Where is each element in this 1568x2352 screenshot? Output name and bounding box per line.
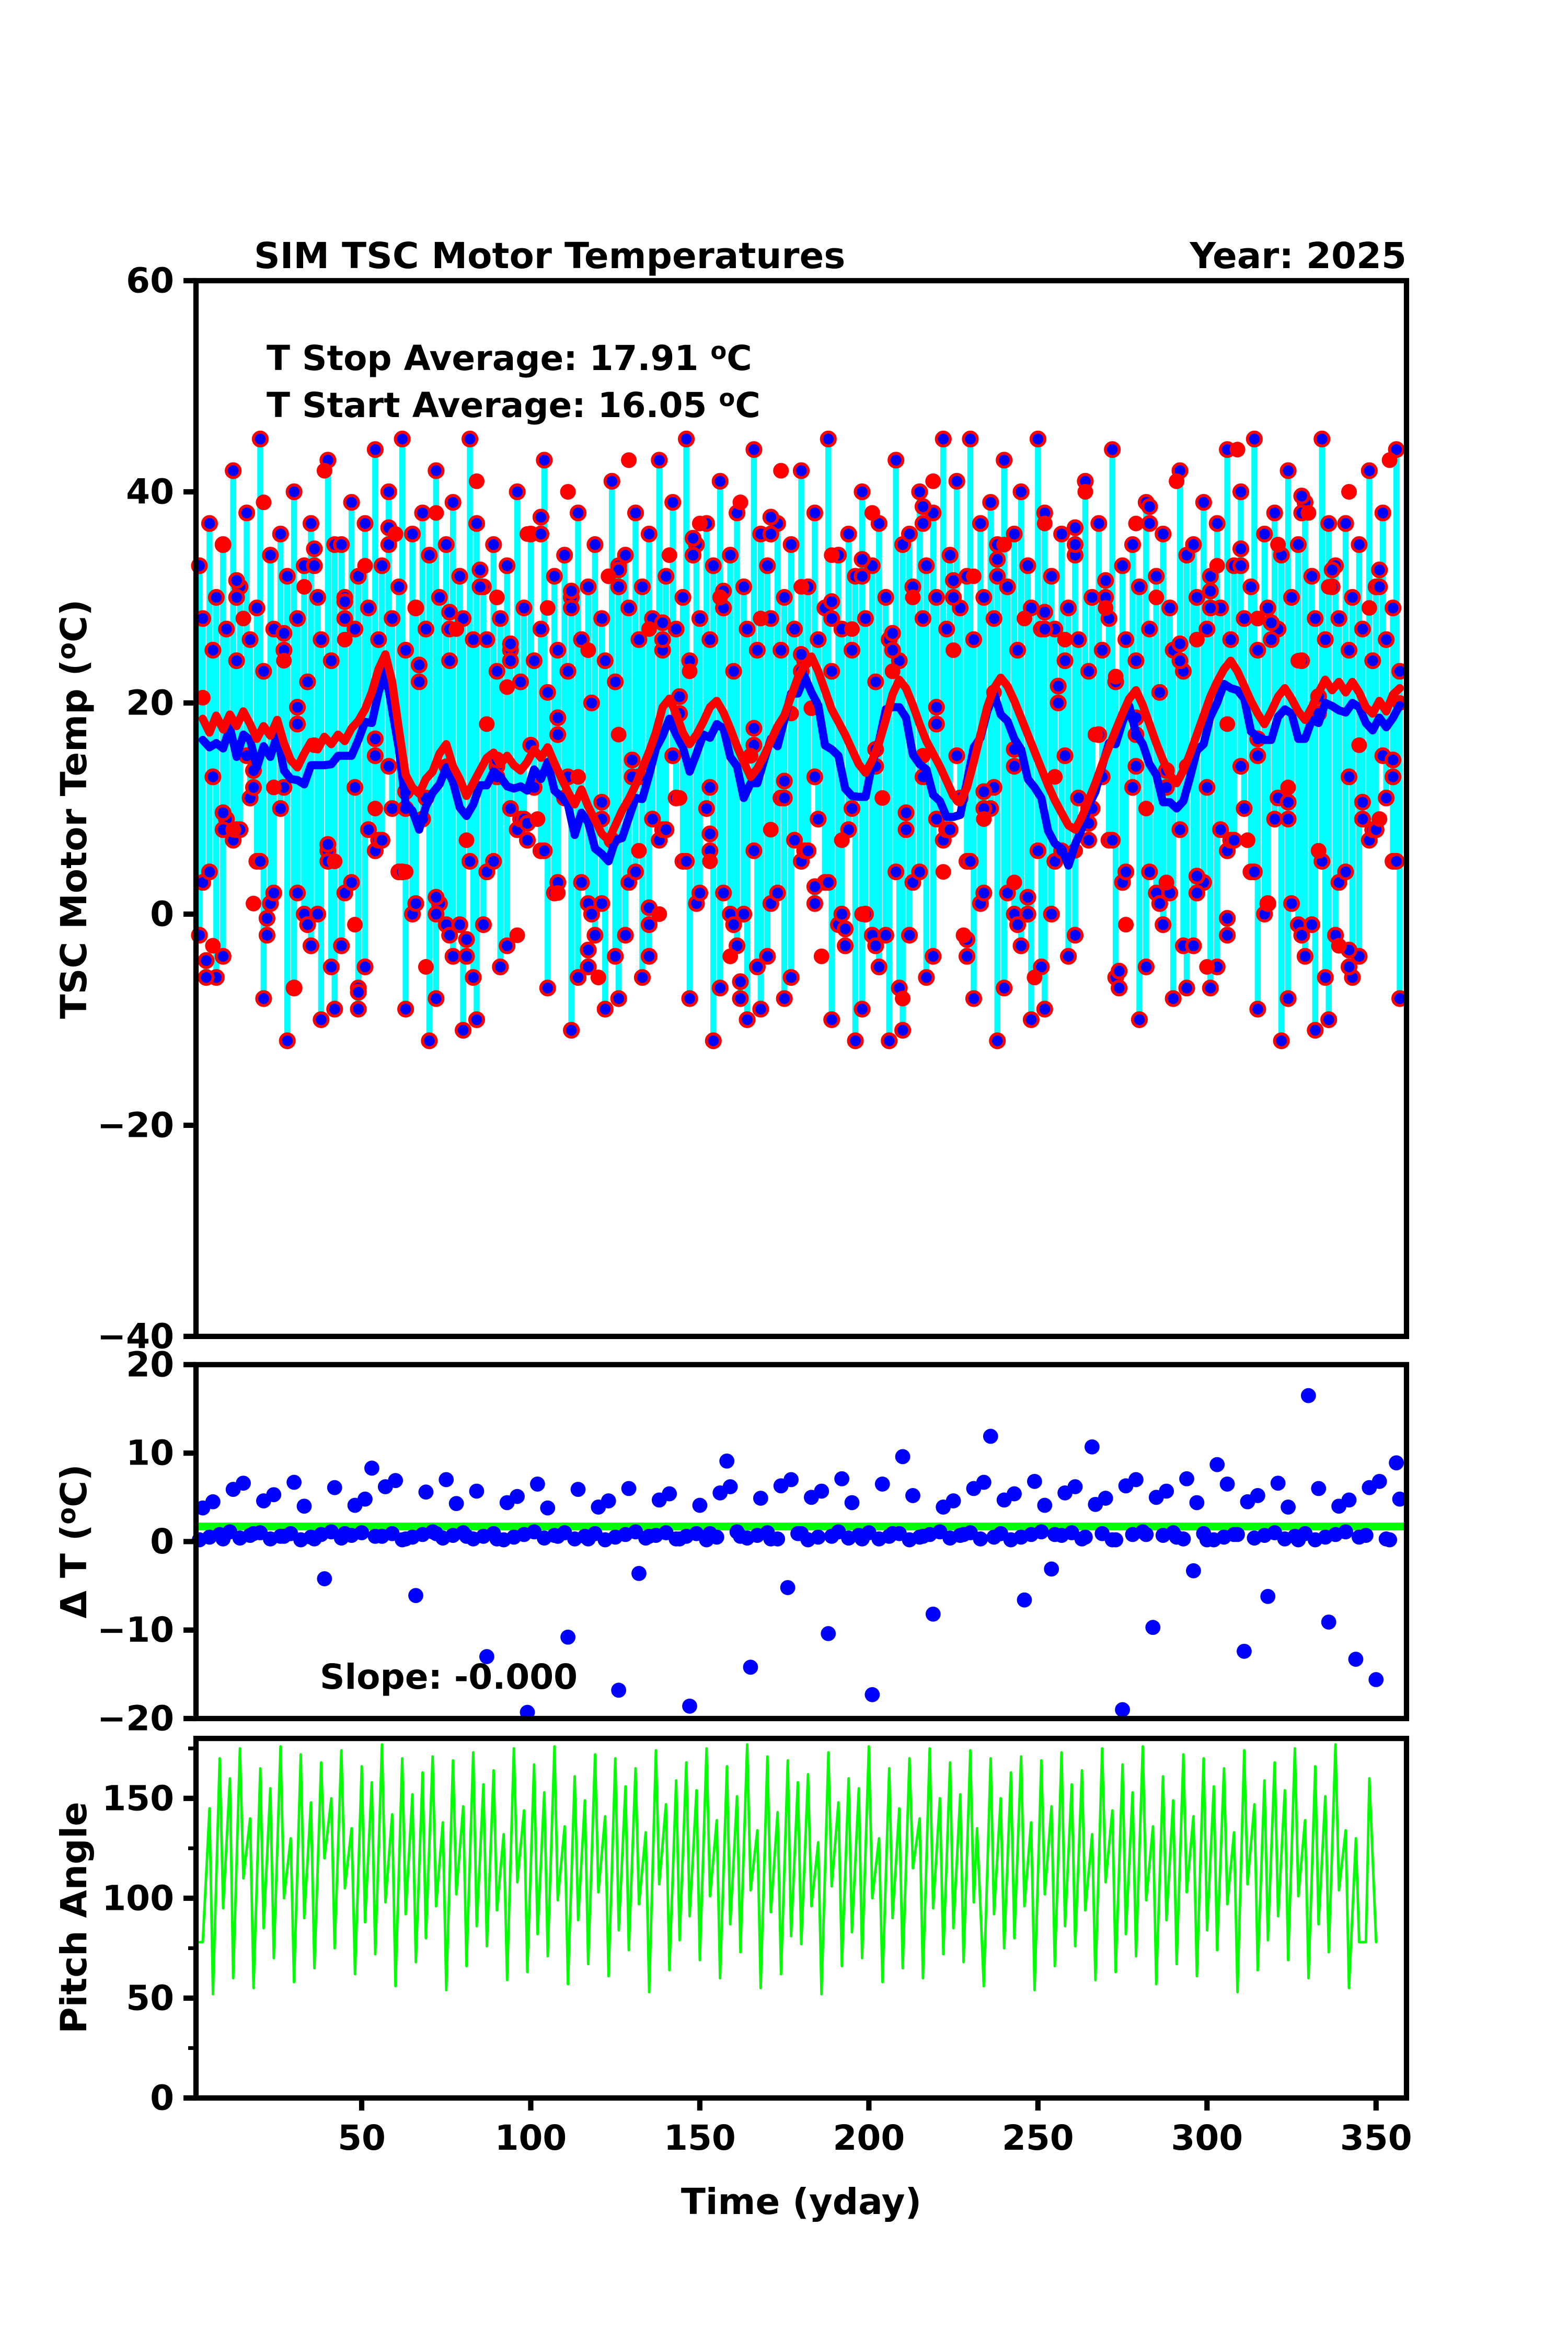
x-tick-label: 150 [664, 2118, 736, 2158]
motor-temp-y-axis-label: TSC Motor Temp (oC) [52, 599, 95, 1019]
plot-border [193, 278, 1410, 1339]
x-tick-label: 200 [833, 2118, 905, 2158]
y-tick-label: 60 [126, 261, 174, 301]
delta-t-scatter-dots [192, 1388, 1408, 1720]
t-stop-average-annotation: T Stop Average: 17.91 oC [267, 337, 752, 378]
delta-t-y-axis-label: Δ T (oC) [52, 1464, 95, 1618]
figure-title: SIM TSC Motor Temperatures [254, 235, 845, 277]
x-tick-label: 300 [1171, 2118, 1243, 2158]
y-tick-label: −20 [97, 1105, 174, 1145]
x-tick-label: 100 [495, 2118, 567, 2158]
pitch-angle-line [198, 1743, 1378, 1996]
y-tick-label: −10 [97, 1610, 174, 1650]
x-tick-label: 250 [1002, 2118, 1074, 2158]
x-axis-label: Time (yday) [681, 2181, 921, 2223]
plot-border [193, 1735, 1410, 2101]
t-stop-scatter-dots [194, 442, 1408, 1007]
x-tick-label: 50 [338, 2118, 386, 2158]
start-stop-event-markers [191, 430, 1409, 1050]
motor-temp-plot-area [191, 430, 1409, 1050]
t-start-average-annotation: T Start Average: 16.05 oC [267, 384, 760, 425]
pitch-angle-plot-area [198, 1743, 1378, 1996]
y-tick-label: 150 [102, 1778, 174, 1818]
y-tick-label: −20 [97, 1699, 174, 1739]
year-label: Year: 2025 [1189, 235, 1406, 277]
y-tick-label: 20 [126, 1344, 174, 1385]
delta-t-plot-area [192, 1388, 1408, 1720]
y-tick-label: 10 [126, 1433, 174, 1473]
pitch-angle-y-axis-label: Pitch Angle [53, 1802, 95, 2034]
y-tick-label: 50 [126, 1978, 174, 2018]
y-tick-label: 40 [126, 471, 174, 512]
y-tick-label: 0 [150, 2078, 174, 2118]
y-tick-label: 100 [102, 1878, 174, 1918]
y-tick-label: 0 [150, 894, 174, 934]
y-tick-label: 0 [150, 1521, 174, 1562]
slope-annotation: Slope: -0.000 [320, 1657, 578, 1697]
y-tick-label: −40 [97, 1316, 174, 1356]
x-tick-label: 350 [1340, 2118, 1412, 2158]
y-tick-label: 20 [126, 683, 174, 723]
t-stop-average-line [199, 650, 1404, 845]
